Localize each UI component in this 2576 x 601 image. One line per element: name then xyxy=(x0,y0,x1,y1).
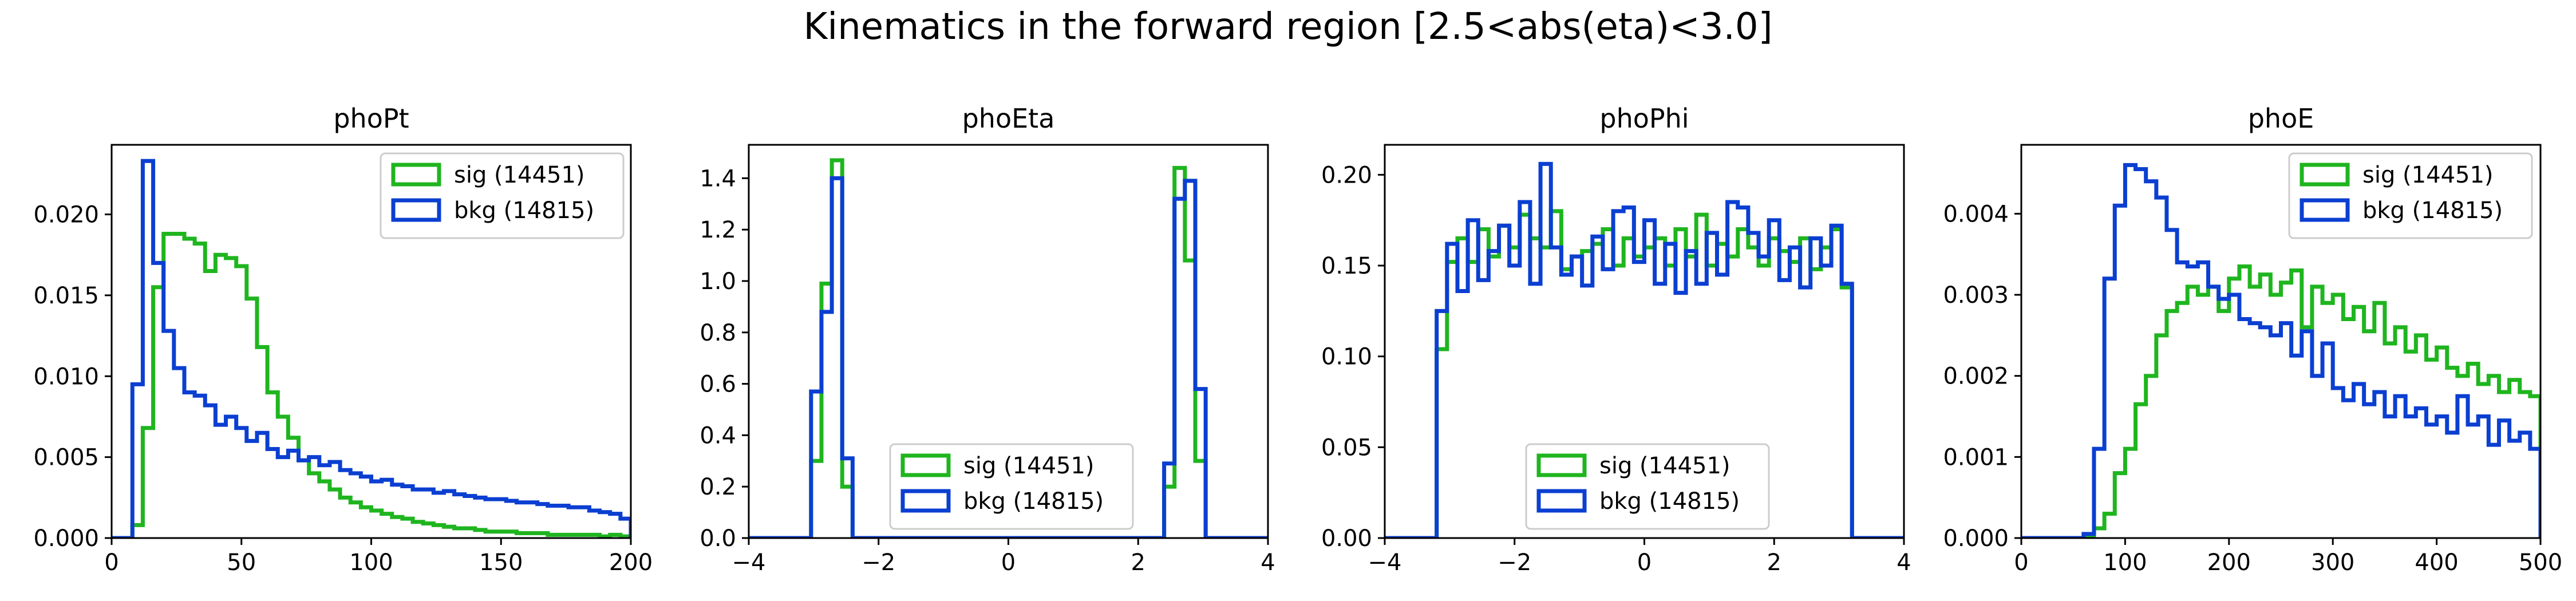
legend-swatch-bkg xyxy=(900,489,951,513)
legend: sig (14451) bkg (14815) xyxy=(889,443,1134,530)
legend-label: sig (14451) xyxy=(963,453,1095,479)
y-tick-label: 1.4 xyxy=(700,165,736,192)
series-line-bkg xyxy=(2021,163,2541,538)
panel-phoPhi: phoPhi −4 −2 0 2 4 0.00 0.05 0.10 0.15 0.20 sig (14… xyxy=(1321,103,1911,576)
series-line-bkg xyxy=(749,176,1268,538)
y-tick-label: 0.10 xyxy=(1321,344,1372,370)
y-tick-label: 0.15 xyxy=(1321,253,1372,279)
legend: sig (14451) bkg (14815) xyxy=(380,152,625,239)
plot-area xyxy=(2021,163,2541,538)
panel-title: phoPt xyxy=(333,103,409,134)
x-tick-label: 500 xyxy=(2519,549,2562,576)
x-tick-label: −2 xyxy=(1498,549,1531,576)
y-tick-label: 0.005 xyxy=(33,445,99,471)
y-tick-label: 0.2 xyxy=(700,474,736,500)
x-tick-label: 0 xyxy=(2014,549,2028,576)
x-tick-label: 400 xyxy=(2415,549,2458,576)
legend-swatch-sig xyxy=(1536,453,1587,477)
y-tick-label: 0.20 xyxy=(1321,162,1372,188)
y-tick-label: 0.001 xyxy=(1943,444,2009,470)
x-tick-label: 300 xyxy=(2311,549,2354,576)
legend-frame xyxy=(889,443,1134,530)
y-tick-label: 0.015 xyxy=(33,283,99,309)
x-tick-label: 4 xyxy=(1261,549,1275,576)
y-tick-label: 0.6 xyxy=(700,371,736,398)
series-line-sig xyxy=(112,231,631,538)
legend-label: sig (14451) xyxy=(2362,162,2494,188)
y-tick-label: 0.020 xyxy=(33,202,99,228)
panel-title: phoE xyxy=(2248,103,2314,134)
x-tick-label: 2 xyxy=(1767,549,1781,576)
x-tick-label: 4 xyxy=(1897,549,1911,576)
y-tick-label: 0.0 xyxy=(700,525,736,552)
legend-swatch-bkg xyxy=(1536,489,1587,513)
panel-phoPt: phoPt 0 50 100 150 200 0.000 0.005 0.010 0.015 0.0… xyxy=(33,103,653,576)
legend-label: bkg (14815) xyxy=(963,488,1104,515)
y-tick-label: 0.010 xyxy=(33,363,99,390)
axes-frame xyxy=(2020,144,2542,539)
legend-swatch-sig xyxy=(2300,163,2350,187)
legend-swatch-bkg xyxy=(2300,198,2350,222)
panel-phoE: phoE 0 100 200 300 400 500 0.000 0.001 0.002 0.003… xyxy=(1943,103,2562,576)
panel-phoEta: phoEta −4 −2 0 2 4 0.0 0.2 0.4 0.6 0.8 1.0 1.2 1.4 sig… xyxy=(700,103,1275,576)
y-tick-label: 0.4 xyxy=(700,422,736,449)
plot-area xyxy=(1385,161,1904,538)
x-tick-label: 2 xyxy=(1131,549,1145,576)
x-tick-label: 0 xyxy=(104,549,118,576)
legend-swatch-sig xyxy=(391,163,441,187)
series-line-sig xyxy=(2021,264,2541,538)
x-tick-label: −4 xyxy=(732,549,766,576)
y-tick-label: 0.8 xyxy=(700,320,736,346)
series-line-bkg xyxy=(1385,161,1904,538)
panel-title: phoEta xyxy=(962,103,1055,134)
x-tick-label: −4 xyxy=(1368,549,1402,576)
y-tick-label: 0.004 xyxy=(1943,201,2009,227)
legend-label: sig (14451) xyxy=(1599,453,1730,479)
x-tick-label: 100 xyxy=(349,549,393,576)
x-tick-label: 150 xyxy=(479,549,523,576)
figure-title: Kinematics in the forward region [2.5<ab… xyxy=(803,6,1772,48)
y-tick-label: 1.0 xyxy=(700,268,736,295)
series-line-bkg xyxy=(112,159,631,538)
y-tick-label: 0.00 xyxy=(1321,525,1372,552)
x-tick-label: 200 xyxy=(2207,549,2251,576)
plot-area xyxy=(112,159,631,538)
legend-swatch-sig xyxy=(900,453,951,477)
x-tick-label: 200 xyxy=(609,549,653,576)
x-tick-label: −2 xyxy=(862,549,895,576)
x-tick-label: 0 xyxy=(1637,549,1652,576)
y-tick-label: 0.05 xyxy=(1321,434,1372,461)
legend-frame xyxy=(1525,443,1770,530)
legend-label: bkg (14815) xyxy=(1599,488,1740,515)
legend: sig (14451) bkg (14815) xyxy=(2288,152,2533,239)
x-tick-label: 50 xyxy=(227,549,256,576)
legend-swatch-bkg xyxy=(391,198,441,222)
legend: sig (14451) bkg (14815) xyxy=(1525,443,1770,530)
y-tick-label: 0.000 xyxy=(33,525,99,552)
legend-frame xyxy=(380,152,625,239)
panel-title: phoPhi xyxy=(1599,103,1689,134)
legend-label: bkg (14815) xyxy=(454,197,594,224)
y-tick-label: 1.2 xyxy=(700,217,736,243)
y-tick-label: 0.000 xyxy=(1943,525,2009,552)
legend-label: bkg (14815) xyxy=(2362,197,2503,224)
plot-area xyxy=(749,158,1268,538)
y-tick-label: 0.002 xyxy=(1943,363,2009,390)
legend-frame xyxy=(2288,152,2533,239)
y-tick-label: 0.003 xyxy=(1943,282,2009,309)
x-tick-label: 100 xyxy=(2103,549,2147,576)
legend-label: sig (14451) xyxy=(454,162,585,188)
x-tick-label: 0 xyxy=(1001,549,1016,576)
